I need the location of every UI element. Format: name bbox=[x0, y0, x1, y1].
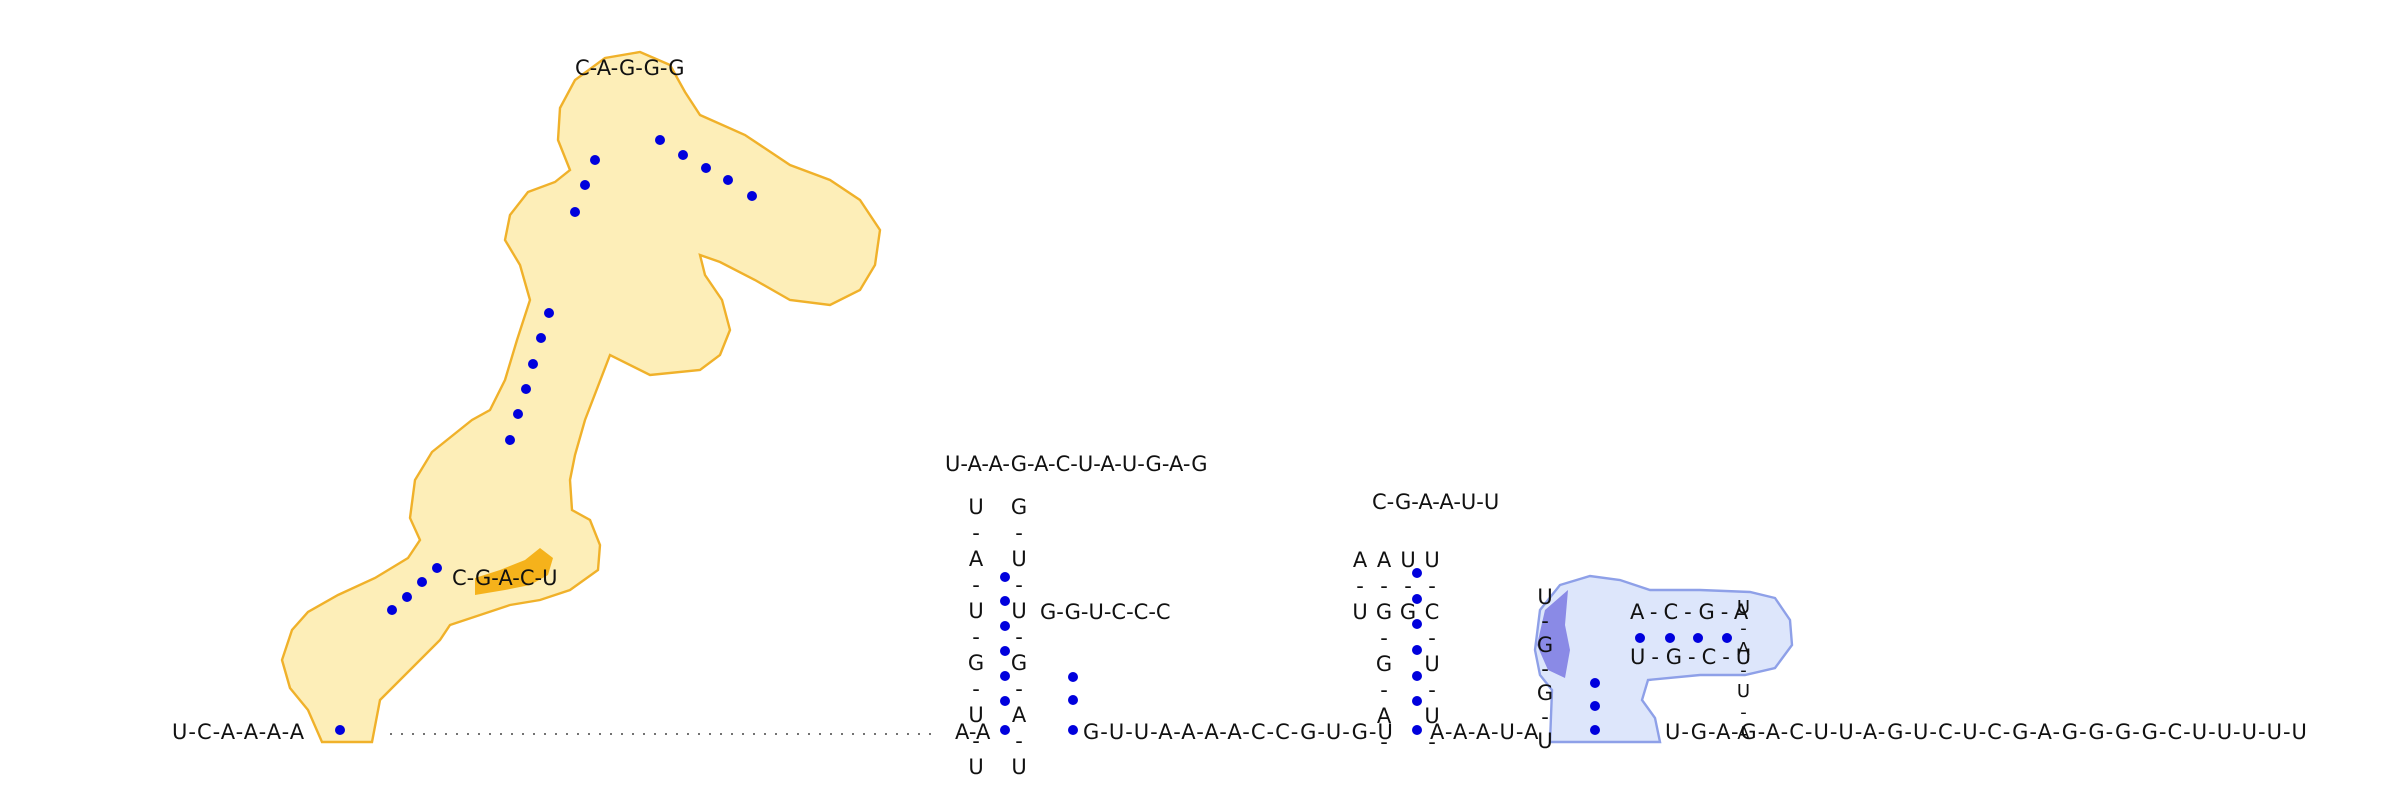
structure-4-inner-stem-bottom: U-G-C-U bbox=[1630, 645, 1758, 669]
base-pair-dot bbox=[387, 605, 397, 615]
structure-1-highlight bbox=[280, 50, 882, 744]
linker-2: G-U-U-A-A-A-A-C-C-G-U-G-U bbox=[1083, 720, 1394, 744]
base-pair-dot bbox=[1000, 671, 1010, 681]
structure-4-strong-bases: U-G-G-U bbox=[1533, 585, 1557, 753]
base-pair-dot bbox=[1068, 725, 1078, 735]
base-pair-dots bbox=[335, 135, 1732, 735]
base-pair-dot bbox=[590, 155, 600, 165]
base-pair-dot bbox=[1722, 633, 1732, 643]
structure-3-stem-right: U-C-U-U-U-G bbox=[1396, 548, 1444, 756]
structure-4-inner-loop: U-A-U-A bbox=[1733, 597, 1754, 744]
base-pair-dot bbox=[1590, 678, 1600, 688]
base-pair-dot bbox=[723, 175, 733, 185]
structure-3-loop: C-G-A-A-U-U bbox=[1372, 490, 1500, 514]
base-pair-dot bbox=[1412, 671, 1422, 681]
base-pair-dot bbox=[544, 308, 554, 318]
base-pair-dot bbox=[1000, 596, 1010, 606]
base-pair-dot bbox=[1665, 633, 1675, 643]
base-pair-dot bbox=[1068, 672, 1078, 682]
base-pair-dot bbox=[747, 191, 757, 201]
base-pair-dot bbox=[678, 150, 688, 160]
structure-1-hairpin-loop: C-A-G-G-G bbox=[575, 56, 685, 80]
structure-4-highlight bbox=[1533, 574, 1794, 744]
base-pair-dot bbox=[513, 409, 523, 419]
base-pair-dot bbox=[536, 333, 546, 343]
structure-4-inner-stem-top: A-C-G-A bbox=[1630, 600, 1755, 624]
base-pair-dot bbox=[432, 563, 442, 573]
structure-2-small-loop: G-G-U-C-C-C bbox=[1040, 600, 1171, 624]
three-prime-tail: U-G-A-G-A-C-U-U-A-G-U-C-U-C-G-A-G-G-G-G-… bbox=[1665, 720, 2308, 744]
linker-3: A-A-A-U-A bbox=[1430, 720, 1540, 744]
base-pair-dot bbox=[1000, 696, 1010, 706]
base-pair-dot bbox=[528, 359, 538, 369]
base-pair-dot bbox=[1068, 695, 1078, 705]
base-pair-dot bbox=[1590, 725, 1600, 735]
base-pair-dot bbox=[1412, 645, 1422, 655]
base-pair-dot bbox=[1412, 568, 1422, 578]
base-pair-dot bbox=[1000, 572, 1010, 582]
structure-2-loop: U-A-A-G-A-C-U-A-U-G-A-G bbox=[945, 452, 1208, 476]
structure-1-strong-highlight bbox=[475, 548, 553, 595]
base-pair-dot bbox=[1412, 619, 1422, 629]
five-prime-tail: U-C-A-A-A-A bbox=[172, 720, 306, 744]
base-pair-dot bbox=[1000, 646, 1010, 656]
base-pair-dot bbox=[335, 725, 345, 735]
structure-2-stem-right: G-U-U-G-A-U bbox=[1007, 495, 1031, 781]
base-pair-dot bbox=[402, 592, 412, 602]
base-pair-dot bbox=[1412, 594, 1422, 604]
structure-3-stem-left: A-G-G-A-A-U bbox=[1348, 548, 1396, 756]
base-pair-dot bbox=[1412, 725, 1422, 735]
base-pair-dot bbox=[1000, 621, 1010, 631]
base-pair-dot bbox=[417, 577, 427, 587]
base-pair-dot bbox=[655, 135, 665, 145]
base-pair-dot bbox=[1590, 701, 1600, 711]
base-pair-dot bbox=[1000, 725, 1010, 735]
base-pair-dot bbox=[1412, 696, 1422, 706]
base-pair-dot bbox=[1635, 633, 1645, 643]
base-pair-dot bbox=[1693, 633, 1703, 643]
base-pair-dot bbox=[580, 180, 590, 190]
base-pair-dot bbox=[521, 384, 531, 394]
base-pair-dot bbox=[701, 163, 711, 173]
linker-1: A-A bbox=[955, 720, 991, 744]
structure-4-strong-highlight bbox=[1537, 590, 1570, 678]
base-pair-dot bbox=[505, 435, 515, 445]
structure-2-stem-left: U-A-U-G-U-U bbox=[964, 495, 988, 781]
structure-1-strong-bases: C-G-A-C-U bbox=[452, 566, 558, 590]
base-pair-dot bbox=[570, 207, 580, 217]
